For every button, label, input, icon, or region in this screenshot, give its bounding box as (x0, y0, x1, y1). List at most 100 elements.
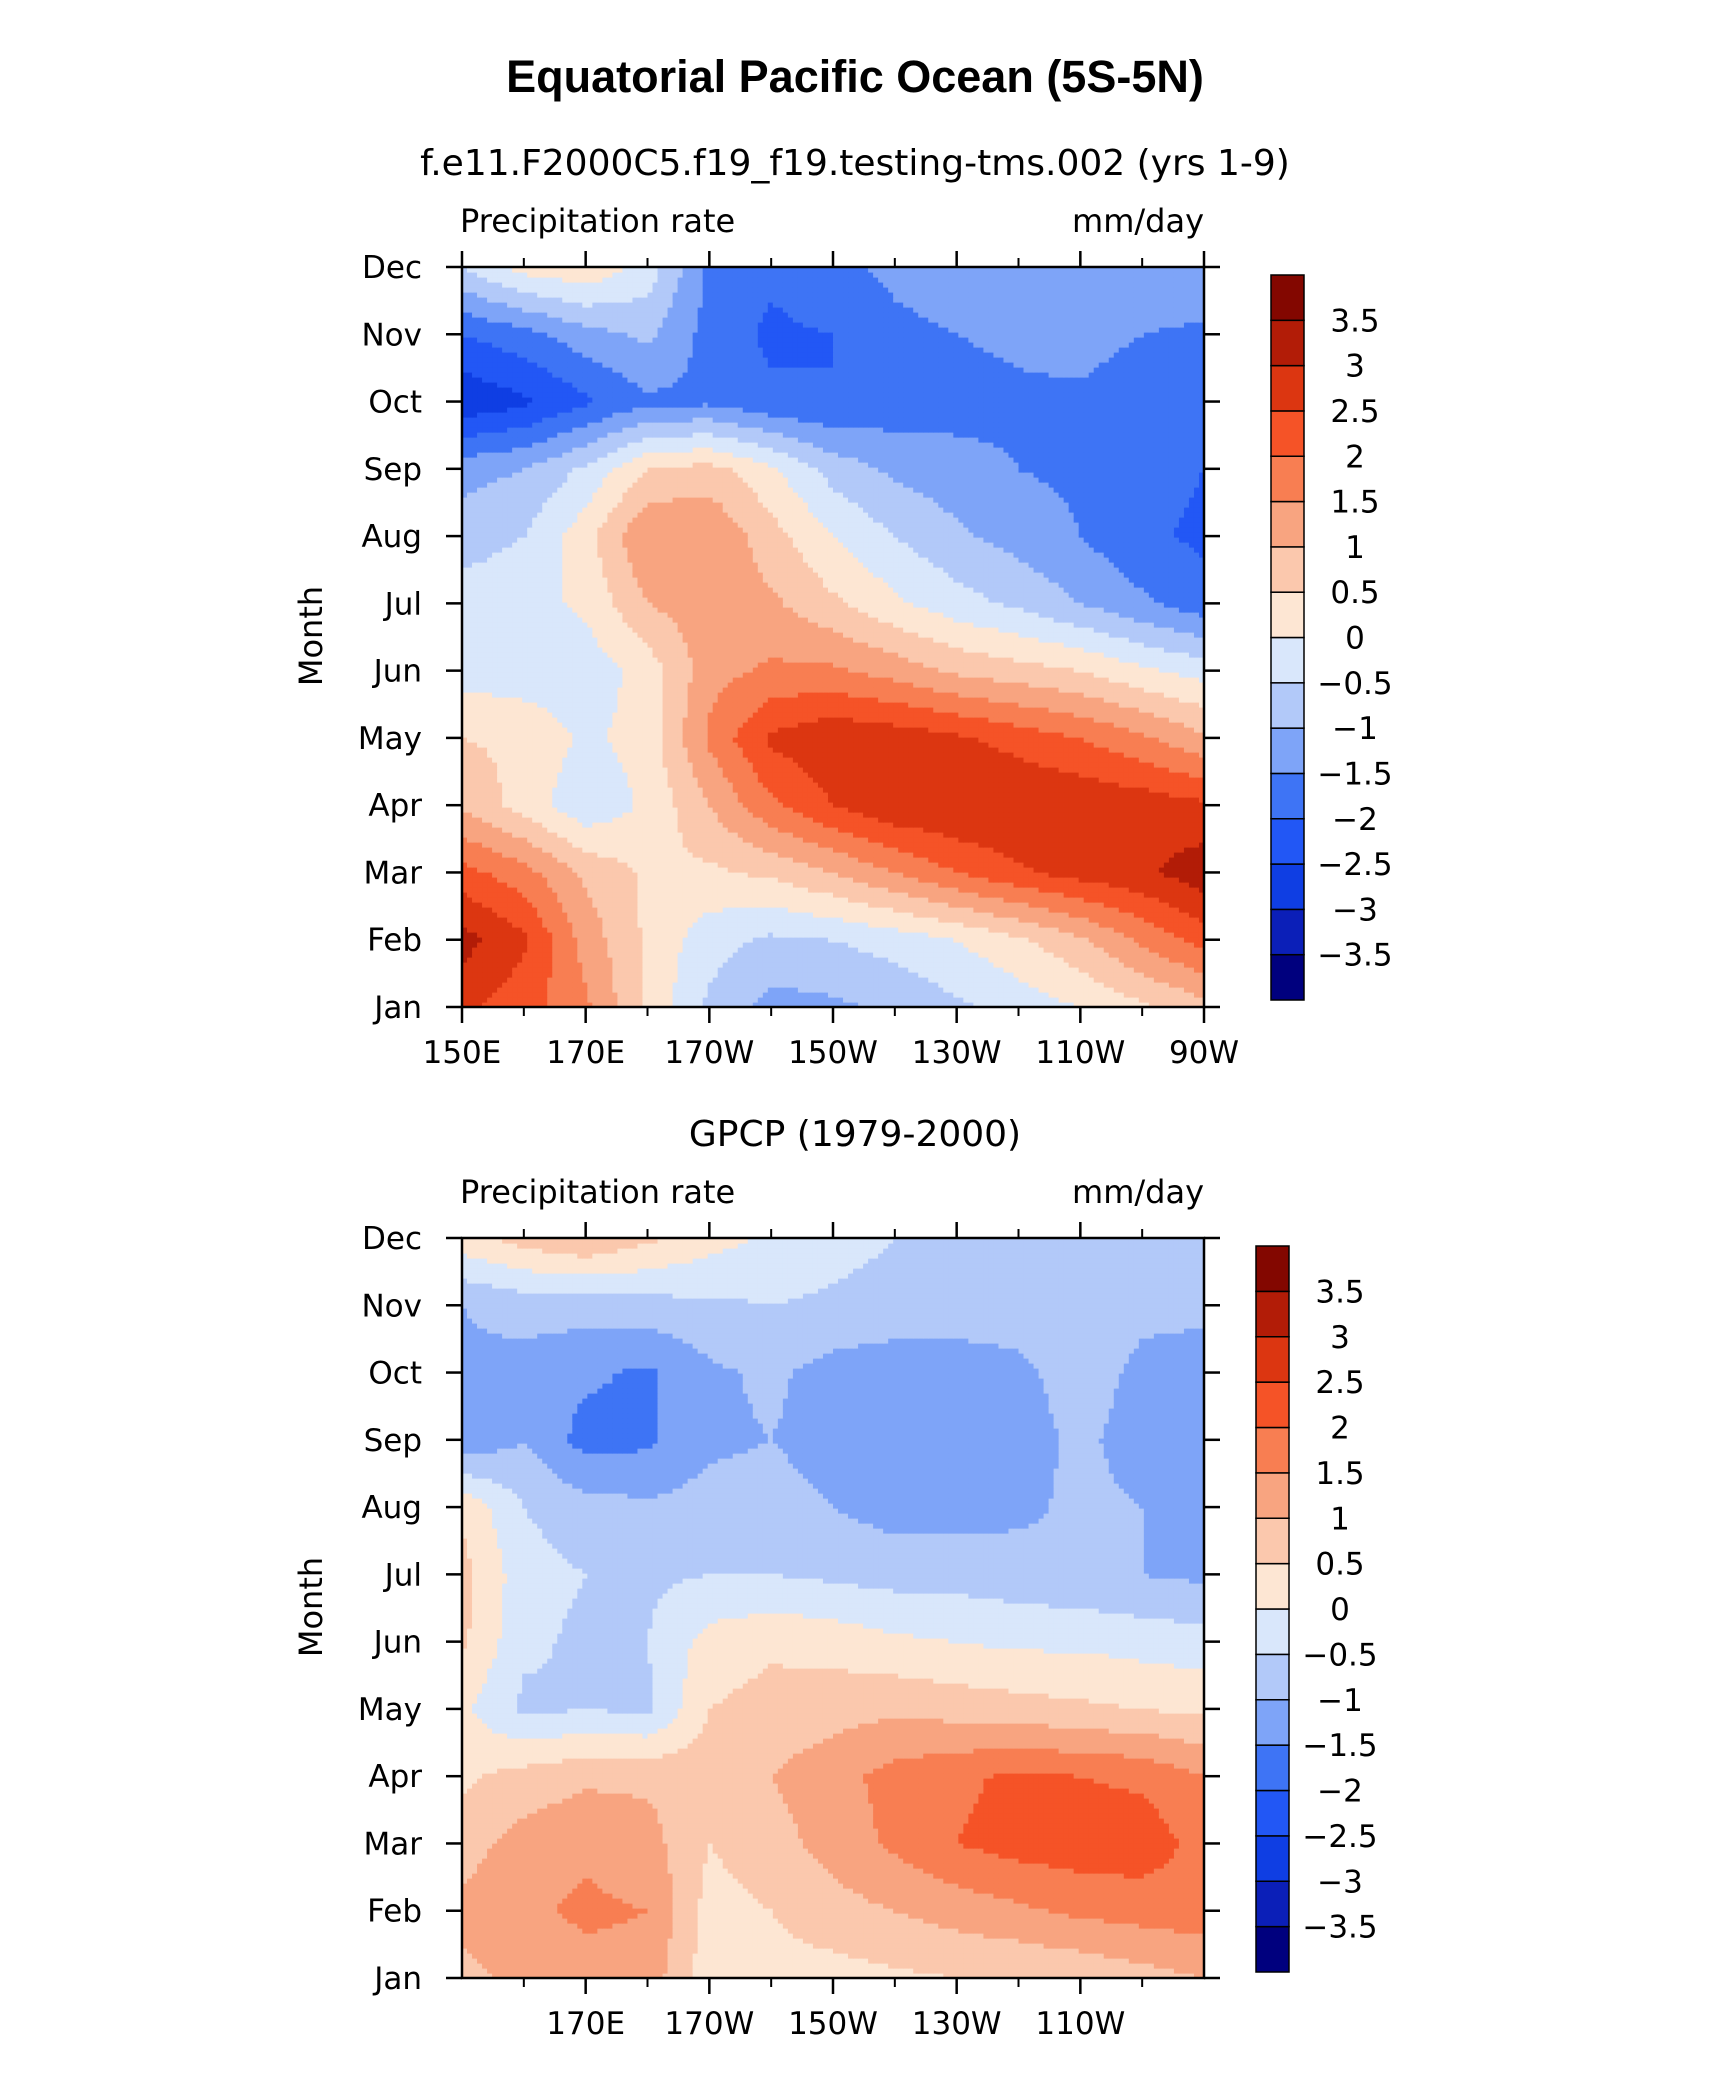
contour-cell (1003, 892, 1010, 898)
contour-cell (557, 842, 563, 848)
contour-cell (737, 972, 744, 978)
contour-cell (988, 982, 995, 988)
contour-cell (913, 927, 919, 933)
contour-cell (472, 1002, 478, 1008)
contour-cell (983, 852, 990, 858)
contour-cell (1008, 987, 1015, 993)
contour-cell (507, 847, 513, 853)
contour-cell (697, 1002, 704, 1008)
contour-cell (1013, 852, 1020, 858)
contour-cell (592, 892, 598, 898)
contour-cell (838, 922, 844, 928)
contour-cell (1063, 922, 1070, 928)
contour-cell (627, 942, 634, 948)
contour-cell (717, 922, 724, 928)
contour-cell (752, 937, 759, 943)
contour-cell (1138, 922, 1145, 928)
contour-cell (722, 902, 729, 908)
contour-cell (732, 867, 739, 873)
contour-cell (617, 847, 624, 853)
contour-cell (1033, 982, 1040, 988)
contour-cell (767, 962, 774, 968)
contour-cell (552, 972, 558, 978)
contour-cell (762, 872, 769, 878)
contour-cell (863, 962, 869, 968)
contour-cell (577, 947, 583, 953)
contour-cell (752, 922, 759, 928)
contour-cell (988, 1002, 995, 1008)
contour-cell (482, 897, 488, 903)
contour-cell (1093, 997, 1100, 1003)
contour-cell (938, 852, 944, 858)
contour-cell (878, 867, 884, 873)
contour-cell (717, 897, 724, 903)
contour-cell (552, 837, 558, 843)
contour-cell (697, 947, 704, 953)
contour-cell (1148, 962, 1155, 968)
contour-cell (787, 932, 794, 938)
contour-cell (1098, 957, 1105, 963)
contour-cell (1153, 872, 1160, 878)
contour-cell (1028, 892, 1035, 898)
contour-cell (928, 847, 934, 853)
contour-cell (562, 837, 568, 843)
contour-cell (1068, 912, 1075, 918)
contour-cell (1003, 947, 1010, 953)
contour-cell (1143, 972, 1150, 978)
contour-cell (1068, 847, 1075, 853)
contour-cell (873, 867, 879, 873)
contour-cell (712, 917, 719, 923)
contour-cell (898, 902, 904, 908)
contour-cell (1188, 887, 1195, 893)
contour-cell (677, 857, 684, 863)
contour-cell (1078, 937, 1085, 943)
contour-cell (687, 862, 694, 868)
contour-cell (883, 987, 889, 993)
contour-cell (1013, 922, 1020, 928)
contour-cell (647, 972, 654, 978)
contour-cell (822, 902, 829, 908)
contour-cell (848, 992, 854, 998)
contour-cell (817, 882, 824, 888)
contour-cell (492, 972, 498, 978)
contour-cell (1193, 987, 1200, 993)
contour-cell (572, 972, 578, 978)
contour-cell (1093, 902, 1100, 908)
contour-cell (1133, 887, 1140, 893)
contour-cell (1078, 967, 1085, 973)
contour-cell (822, 982, 829, 988)
contour-cell (928, 952, 934, 958)
contour-cell (742, 852, 749, 858)
contour-cell (597, 907, 603, 913)
contour-cell (1088, 867, 1095, 873)
contour-cell (737, 992, 744, 998)
contour-cell (1113, 867, 1120, 873)
contour-cell (787, 867, 794, 873)
contour-cell (883, 942, 889, 948)
contour-cell (602, 1002, 608, 1008)
contour-cell (858, 917, 864, 923)
contour-cell (843, 972, 849, 978)
contour-cell (702, 992, 709, 998)
contour-cell (777, 857, 784, 863)
contour-cell (1123, 912, 1130, 918)
contour-cell (822, 912, 829, 918)
contour-cell (682, 947, 689, 953)
contour-cell (472, 857, 478, 863)
contour-cell (908, 982, 914, 988)
contour-cell (1048, 847, 1055, 853)
contour-cell (477, 857, 483, 863)
contour-cell (822, 932, 829, 938)
contour-cell (787, 967, 794, 973)
contour-cell (1013, 987, 1020, 993)
contour-cell (1023, 877, 1030, 883)
contour-cell (502, 912, 508, 918)
contour-cell (777, 877, 784, 883)
contour-cell (1143, 867, 1150, 873)
contour-cell (802, 872, 809, 878)
contour-cell (1173, 992, 1180, 998)
contour-cell (662, 907, 669, 913)
contour-cell (873, 887, 879, 893)
contour-cell (607, 982, 613, 988)
contour-cell (983, 977, 990, 983)
